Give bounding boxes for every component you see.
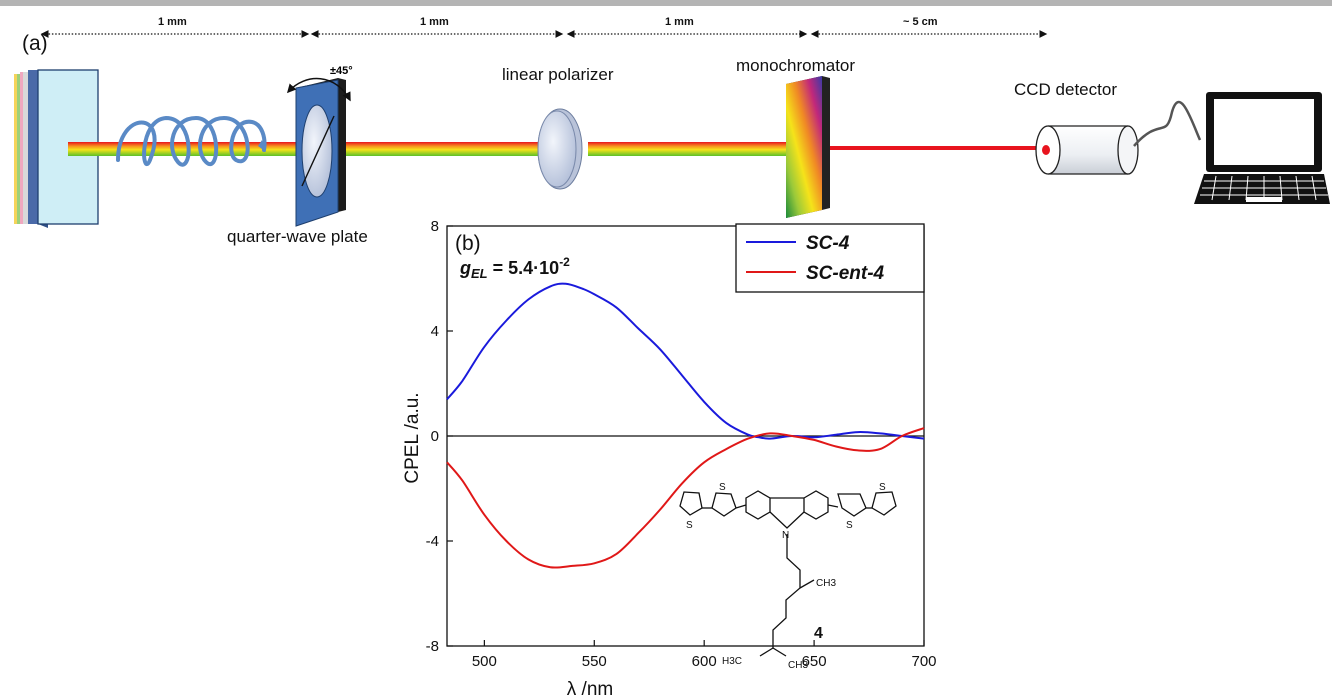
x-tick-label: 500 (472, 653, 497, 670)
y-tick-label: -4 (426, 533, 439, 550)
distance-label-4: ~ 5 cm (903, 16, 938, 28)
ccd-detector (1035, 101, 1202, 175)
svg-text:S: S (879, 482, 886, 493)
setup-diagram: ±45° (14, 30, 1330, 228)
x-axis-label: λ /nm (567, 679, 613, 698)
svg-text:H3C: H3C (722, 656, 742, 667)
monochromator-label: monochromator (736, 56, 856, 75)
distance-label-2: 1 mm (420, 16, 449, 28)
waveplate-label: quarter-wave plate (227, 227, 368, 246)
distance-label-3: 1 mm (665, 16, 694, 28)
svg-text:S: S (719, 482, 726, 493)
x-tick-label: 650 (802, 653, 827, 670)
molecule-labels: S S N S S CH3 H3C CH3 4 (686, 482, 886, 671)
svg-text:S: S (686, 520, 693, 531)
g-el-annotation: gEL = 5.4·10-2 (459, 255, 570, 281)
linear-polarizer (537, 108, 583, 190)
x-tick-label: 700 (911, 653, 936, 670)
svg-text:N: N (782, 530, 789, 541)
x-tick-label: 600 (692, 653, 717, 670)
series-line-sc4 (446, 282, 925, 440)
svg-text:CH3: CH3 (816, 578, 836, 589)
legend-label-sc4: SC-4 (806, 233, 850, 254)
beam-polarizer-monochromator (588, 142, 806, 156)
chart-legend: SC-4 SC-ent-4 (735, 223, 925, 293)
molecule-structure (679, 490, 897, 657)
y-tick-label: -8 (426, 638, 439, 655)
series-line-sc-ent4 (446, 427, 925, 569)
legend-label-sc-ent4: SC-ent-4 (806, 263, 885, 284)
beam-waveplate-polarizer (344, 142, 562, 156)
beam-oled-waveplate (68, 142, 300, 156)
y-tick-label: 4 (431, 323, 439, 340)
svg-text:S: S (846, 520, 853, 531)
quarter-wave-plate (286, 77, 351, 227)
panel-b-label: (b) (455, 232, 481, 255)
beam-red-output (822, 146, 1044, 150)
monochromator (786, 76, 830, 218)
svg-text:CH3: CH3 (788, 660, 808, 671)
y-tick-label: 0 (431, 428, 439, 445)
y-axis-label: CPEL /a.u. (402, 392, 423, 483)
laptop-icon (1194, 92, 1330, 204)
top-border (0, 0, 1332, 6)
svg-text:4: 4 (814, 625, 823, 642)
x-tick-label: 550 (582, 653, 607, 670)
detector-label: CCD detector (1014, 80, 1117, 99)
helix-arrowhead (258, 140, 266, 152)
polarizer-label: linear polarizer (502, 65, 614, 84)
circular-polarization-helix (116, 115, 267, 167)
distance-label-1: 1 mm (158, 16, 187, 28)
y-tick-label: 8 (431, 218, 439, 235)
rotation-label: ±45° (330, 65, 353, 77)
